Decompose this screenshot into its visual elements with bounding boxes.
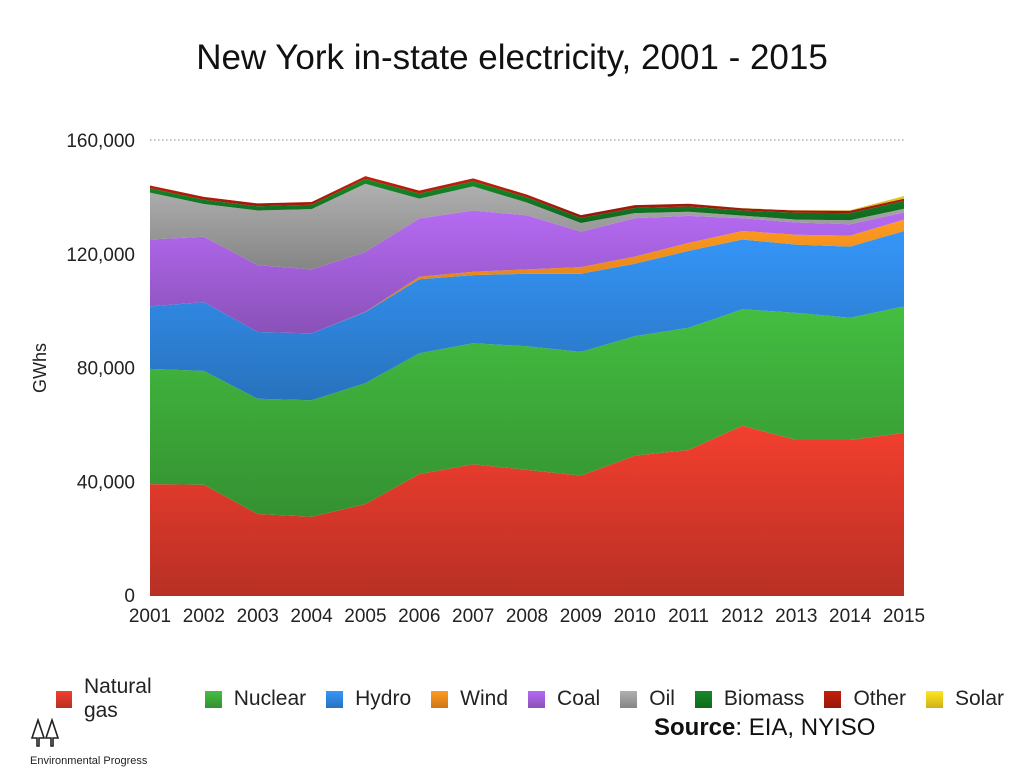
legend-label: Nuclear [233,687,307,710]
x-tick-label: 2011 [668,606,709,627]
x-tick-label: 2001 [129,606,171,627]
legend-swatch [431,690,449,708]
legend-item-oil: Oil [620,687,675,711]
area-nuclear [150,306,904,517]
x-tick-label: 2009 [560,606,602,627]
legend-label: Natural gas [83,675,152,722]
x-tick-label: 2010 [614,606,656,627]
y-axis-label: GWhs [30,343,50,393]
x-tick-label: 2005 [344,606,386,627]
legend-swatch [528,690,546,708]
legend-item-nuclear: Nuclear [204,687,307,711]
y-tick-label: 40,000 [77,472,135,493]
trees-icon [30,717,60,747]
legend-swatch [694,690,712,708]
legend-label: Hydro [355,687,412,710]
x-tick-label: 2015 [883,606,925,627]
legend-swatch [925,690,943,708]
legend-item-other: Other [824,687,906,711]
legend-swatch [824,690,842,708]
legend-label: Solar [954,687,1004,710]
source-text: : EIA, NYISO [735,714,876,741]
logo: Environmental Progress [30,717,150,767]
x-tick-label: 2003 [237,606,279,627]
x-tick-label: 2002 [183,606,225,627]
legend-item-solar: Solar [925,687,1004,711]
x-tick-label: 2008 [506,606,548,627]
area-biomass [150,179,904,223]
area-hydro [150,231,904,401]
x-tick-label: 2012 [721,606,763,627]
x-tick-label: 2013 [775,606,817,627]
legend-label: Biomass [723,687,805,710]
y-tick-label: 80,000 [77,359,135,380]
legend-swatch [56,690,72,708]
legend-label: Other [853,687,906,710]
chart-title: New York in-state electricity, 2001 - 20… [196,38,828,77]
legend-swatch [326,690,344,708]
legend-item-biomass: Biomass [694,687,805,711]
area-coal [150,210,904,334]
area-natural-gas [150,425,904,595]
x-tick-label: 2014 [829,606,872,627]
x-tick-label: 2006 [398,606,440,627]
legend-item-natural-gas: Natural gas [56,675,185,723]
y-tick-label: 160,000 [66,131,135,152]
legend-swatch [620,690,638,708]
logo-text: Environmental Progress [30,755,148,767]
area-oil [150,183,904,270]
source-note: Source: EIA, NYISO [654,714,875,742]
legend: Natural gas Nuclear Hydro Wind Coal Oil Biomas… [56,675,1024,723]
legend-label: Wind [460,687,509,710]
legend-label: Oil [649,687,675,710]
legend-swatch [204,690,222,708]
area-other [150,176,904,218]
x-tick-label: 2007 [452,606,494,627]
legend-item-wind: Wind [431,687,508,711]
y-tick-label: 0 [124,586,135,607]
y-tick-label: 120,000 [66,245,135,266]
legend-item-hydro: Hydro [326,687,411,711]
legend-item-coal: Coal [528,687,600,711]
legend-label: Coal [557,687,601,710]
source-label: Source [654,714,736,741]
x-tick-label: 2004 [290,606,333,627]
